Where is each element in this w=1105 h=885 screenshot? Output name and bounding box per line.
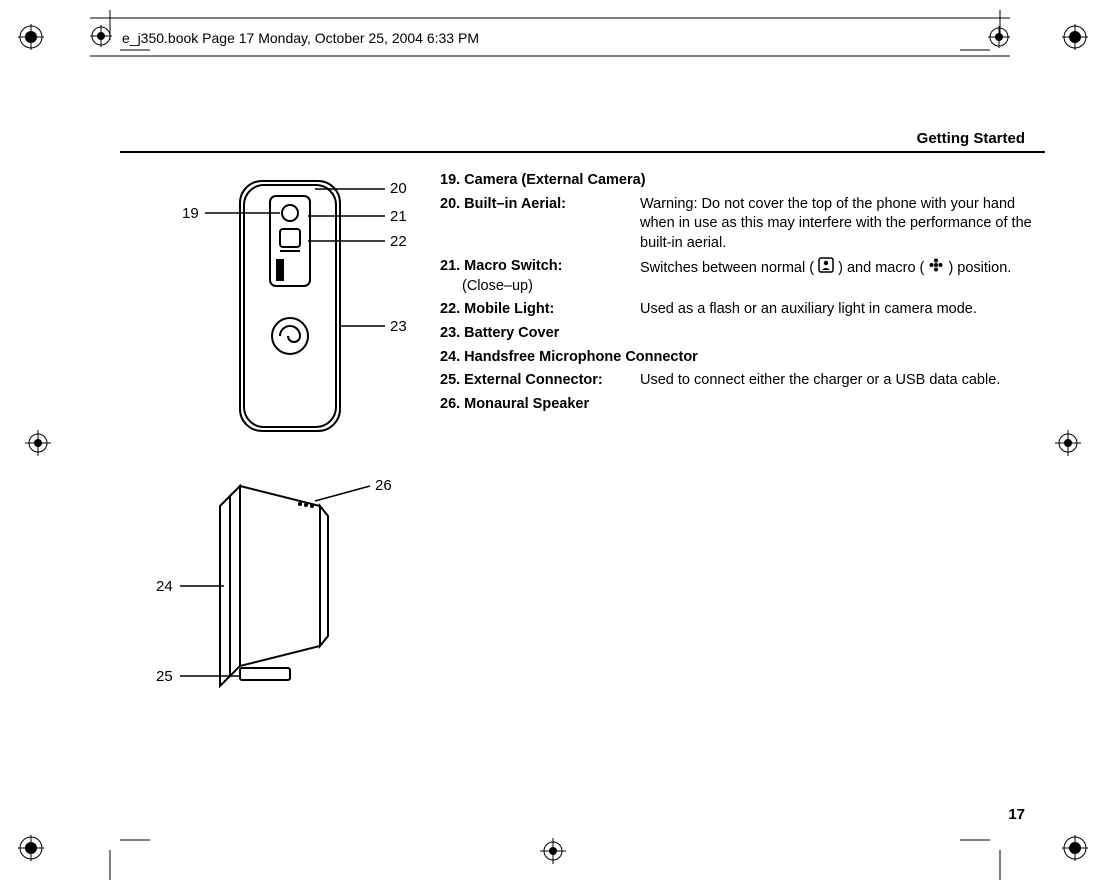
section-title: Getting Started [120, 130, 1045, 147]
callout-26: 26 [375, 477, 392, 494]
reg-mark-icon [1062, 835, 1088, 861]
reg-mark-icon [988, 26, 1014, 52]
item-24: 24. Handsfree Microphone Connector [440, 348, 1045, 368]
macro-flower-icon [928, 257, 944, 280]
callout-21: 21 [390, 208, 407, 225]
reg-mark-icon [18, 835, 44, 861]
callout-25: 25 [156, 668, 173, 685]
phone-back-diagram: 19 20 21 22 23 [120, 171, 420, 451]
callout-24: 24 [156, 578, 173, 595]
reg-mark-icon [540, 838, 566, 864]
crop-mark-br [960, 800, 1040, 880]
reg-mark-icon [1055, 430, 1081, 456]
item-22: 22. Mobile Light: Used as a flash or an … [440, 300, 1045, 320]
portrait-icon [818, 257, 834, 280]
item-19: 19. Camera (External Camera) [440, 171, 1045, 191]
item-26: 26. Monaural Speaker [440, 395, 1045, 415]
phone-side-diagram: 26 24 25 [120, 456, 420, 716]
section-rule [120, 151, 1045, 153]
page-number: 17 [1008, 806, 1025, 823]
callout-23: 23 [390, 318, 407, 335]
reg-mark-icon [18, 24, 44, 50]
callout-22: 22 [390, 233, 407, 250]
callout-20: 20 [390, 180, 407, 197]
reg-mark-icon [25, 430, 51, 456]
header-rule [90, 16, 1010, 58]
callout-19: 19 [182, 205, 199, 222]
manual-page: e_j350.book Page 17 Monday, October 25, … [0, 0, 1105, 885]
item-20: 20. Built–in Aerial: Warning: Do not cov… [440, 195, 1045, 254]
legend-text: 19. Camera (External Camera) 20. Built–i… [440, 171, 1045, 721]
crop-mark-bl [70, 800, 150, 880]
page-content: Getting Started [120, 130, 1045, 805]
illustration-column: 19 20 21 22 23 [120, 171, 420, 721]
reg-mark-icon [1062, 24, 1088, 50]
item-25: 25. External Connector: Used to connect … [440, 371, 1045, 391]
item-23: 23. Battery Cover [440, 324, 1045, 344]
item-21: 21. Macro Switch: (Close–up) Switches be… [440, 257, 1045, 296]
